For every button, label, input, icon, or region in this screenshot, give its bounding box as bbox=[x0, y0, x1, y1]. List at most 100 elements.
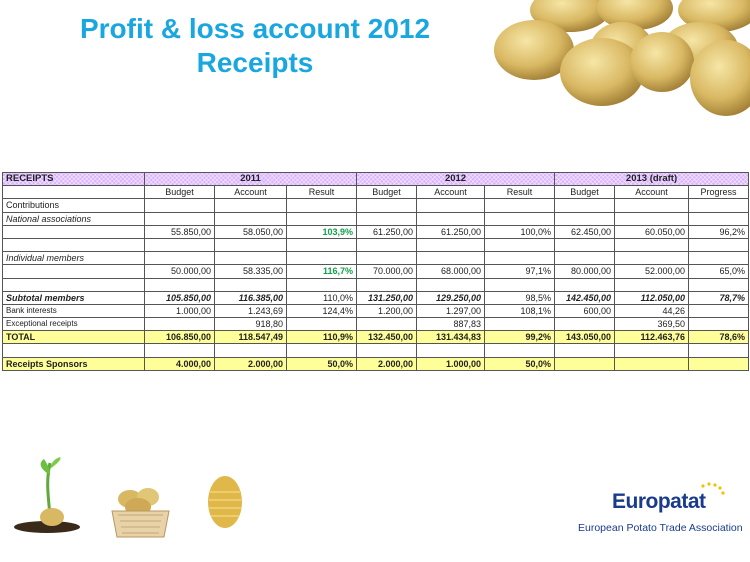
subheader-cell: Account bbox=[416, 185, 486, 200]
potatoes-image bbox=[494, 0, 750, 116]
table-cell: 62.450,00 bbox=[554, 224, 616, 239]
table-row: 50.000,00 58.335,00 116,7% 70.000,00 68.… bbox=[2, 264, 750, 279]
table-cell: 106.850,00 bbox=[144, 330, 215, 345]
table-cell: 112.463,76 bbox=[614, 330, 690, 345]
header-receipts: RECEIPTS bbox=[2, 171, 145, 187]
table-cell: 96,2% bbox=[688, 224, 750, 239]
table-cell: 100,0% bbox=[484, 224, 556, 239]
table-cell: 60.050,00 bbox=[614, 224, 690, 239]
table-cell: 65,0% bbox=[688, 264, 750, 279]
row-label-subtotal: Subtotal members bbox=[2, 290, 145, 305]
table-cell: 110,0% bbox=[285, 290, 358, 305]
table-row: Contributions bbox=[2, 198, 750, 213]
table-row-sponsors: Receipts Sponsors 4.000,00 2.000,00 50,0… bbox=[2, 356, 750, 371]
table-cell: 50.000,00 bbox=[144, 264, 215, 279]
row-label-bank: Bank interests bbox=[2, 303, 145, 319]
subheader-cell: Result bbox=[484, 185, 556, 200]
table-cell: 1.000,00 bbox=[416, 356, 486, 371]
table-cell: 112.050,00 bbox=[614, 290, 690, 305]
table-cell: 78,7% bbox=[688, 290, 750, 305]
table-cell: 124,4% bbox=[285, 303, 358, 319]
table-row-subtotal: Subtotal members 105.850,00 116.385,00 1… bbox=[2, 290, 750, 305]
table-cell: 50,0% bbox=[285, 356, 358, 371]
table-cell: 1.297,00 bbox=[416, 303, 486, 319]
table-row: Exceptional receipts 918,80 887,83 369,5… bbox=[2, 317, 750, 332]
table-cell bbox=[144, 317, 215, 332]
table-cell: 1.000,00 bbox=[144, 303, 215, 319]
table-cell: 58.050,00 bbox=[214, 224, 287, 239]
table-cell: 110,9% bbox=[285, 330, 358, 345]
table-cell: 2.000,00 bbox=[356, 356, 418, 371]
table-cell bbox=[554, 317, 616, 332]
row-label-exceptional: Exceptional receipts bbox=[2, 317, 145, 332]
table-cell: 97,1% bbox=[484, 264, 556, 279]
table-cell: 1.243,69 bbox=[214, 303, 287, 319]
table-cell: 4.000,00 bbox=[144, 356, 215, 371]
table-cell: 103,9% bbox=[285, 224, 358, 239]
subheader-cell: Budget bbox=[144, 185, 215, 200]
table-cell: 369,50 bbox=[614, 317, 690, 332]
table-cell: 61.250,00 bbox=[356, 224, 418, 239]
receipts-table: RECEIPTS 2011 2012 2013 (draft) Budget A… bbox=[2, 171, 750, 371]
table-row: National associations bbox=[2, 211, 750, 226]
table-cell: 131.434,83 bbox=[416, 330, 486, 345]
table-cell: 58.335,00 bbox=[214, 264, 287, 279]
table-cell: 129.250,00 bbox=[416, 290, 486, 305]
table-cell: 131.250,00 bbox=[356, 290, 418, 305]
title-line-1: Profit & loss account 2012 bbox=[79, 13, 431, 44]
table-cell bbox=[285, 317, 358, 332]
cut-potato-image bbox=[208, 476, 242, 528]
table-cell: 116,7% bbox=[285, 264, 358, 279]
table-cell bbox=[554, 356, 616, 371]
table-cell: 143.050,00 bbox=[554, 330, 616, 345]
table-cell: 61.250,00 bbox=[416, 224, 486, 239]
table-cell: 108,1% bbox=[484, 303, 556, 319]
table-cell bbox=[484, 317, 556, 332]
subheader-cell: Account bbox=[614, 185, 690, 200]
table-cell: 68.000,00 bbox=[416, 264, 486, 279]
row-label-sponsors: Receipts Sponsors bbox=[2, 356, 145, 371]
table-row bbox=[2, 277, 750, 292]
table-cell: 887,83 bbox=[416, 317, 486, 332]
europatat-logo bbox=[620, 482, 725, 502]
row-label-national: National associations bbox=[2, 211, 145, 226]
table-cell: 98,5% bbox=[484, 290, 556, 305]
potato-basket-image bbox=[111, 488, 170, 538]
title-line-2: Receipts bbox=[196, 47, 314, 78]
sprouting-potato-image bbox=[14, 457, 80, 533]
table-cell: 105.850,00 bbox=[144, 290, 215, 305]
table-cell bbox=[614, 356, 690, 371]
subheader-cell: Budget bbox=[554, 185, 616, 200]
table-row bbox=[2, 343, 750, 358]
page-title: Profit & loss account 2012 Receipts bbox=[40, 12, 470, 80]
table-cell: 52.000,00 bbox=[614, 264, 690, 279]
table-cell: 78,6% bbox=[688, 330, 750, 345]
table-cell: 118.547,49 bbox=[214, 330, 287, 345]
table-row: 55.850,00 58.050,00 103,9% 61.250,00 61.… bbox=[2, 224, 750, 239]
table-row bbox=[2, 237, 750, 253]
header-year-2011: 2011 bbox=[143, 171, 358, 187]
table-cell: 2.000,00 bbox=[214, 356, 287, 371]
logo-subtitle: European Potato Trade Association bbox=[578, 522, 743, 534]
row-label-contributions: Contributions bbox=[2, 198, 145, 213]
table-row: Bank interests 1.000,00 1.243,69 124,4% … bbox=[2, 303, 750, 319]
table-cell: 50,0% bbox=[484, 356, 556, 371]
table-cell: 142.450,00 bbox=[554, 290, 616, 305]
table-subheader-row: Budget Account Result Budget Account Res… bbox=[2, 185, 750, 200]
table-cell: 44,26 bbox=[614, 303, 690, 319]
table-row-total: TOTAL 106.850,00 118.547,49 110,9% 132.4… bbox=[2, 330, 750, 345]
subheader-cell: Budget bbox=[356, 185, 418, 200]
table-header-row: RECEIPTS 2011 2012 2013 (draft) bbox=[2, 171, 750, 187]
table-cell: 918,80 bbox=[214, 317, 287, 332]
subheader-cell: Account bbox=[214, 185, 287, 200]
row-label-individual: Individual members bbox=[2, 251, 145, 266]
table-cell: 70.000,00 bbox=[356, 264, 418, 279]
table-cell: 132.450,00 bbox=[356, 330, 418, 345]
table-cell: 80.000,00 bbox=[554, 264, 616, 279]
table-cell bbox=[356, 317, 418, 332]
row-label-total: TOTAL bbox=[2, 330, 145, 345]
table-cell bbox=[688, 317, 750, 332]
table-cell: 99,2% bbox=[484, 330, 556, 345]
logo-wordmark: Europatat bbox=[612, 490, 706, 513]
table-cell bbox=[688, 356, 750, 371]
